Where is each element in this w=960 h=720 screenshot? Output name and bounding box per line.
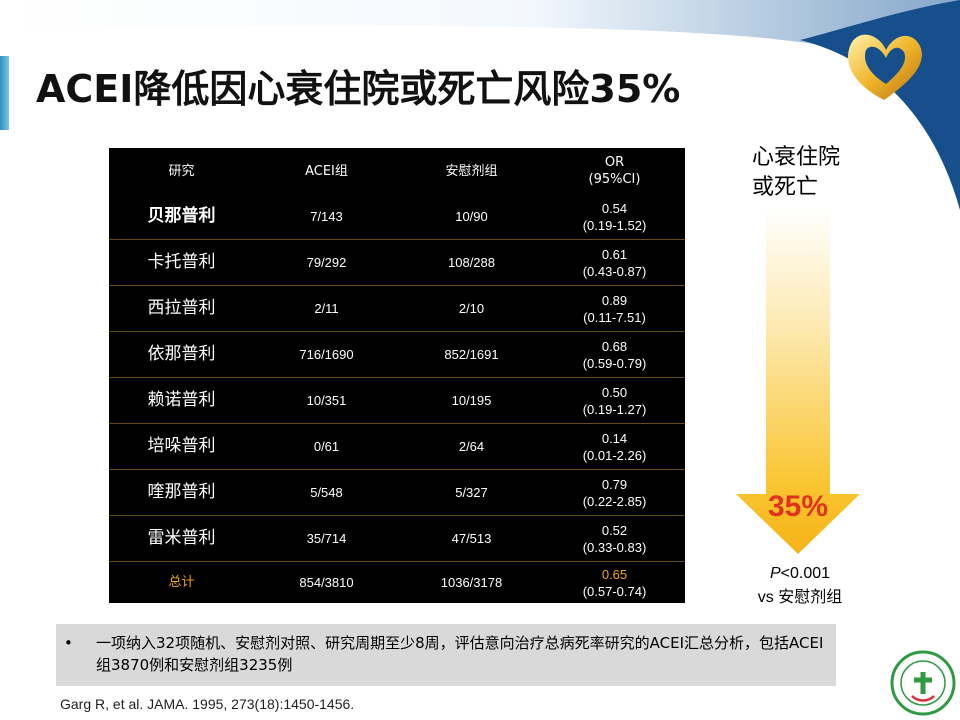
table-row: 卡托普利 79/292 108/288 0.61 (0.43-0.87) <box>109 240 685 285</box>
table-row: 西拉普利 2/11 2/10 0.89 (0.11-7.51) <box>109 286 685 331</box>
row-divider <box>109 331 685 332</box>
ci-value: (0.11-7.51) <box>583 309 646 325</box>
down-arrow-icon <box>736 208 860 554</box>
header-acei: ACEI组 <box>305 163 348 179</box>
reference-citation: Garg R, et al. JAMA. 1995, 273(18):1450-… <box>60 696 355 712</box>
acei-events: 7/143 <box>310 209 343 224</box>
outcome-label-line2: 或死亡 <box>752 175 819 200</box>
acei-events: 2/11 <box>314 301 339 316</box>
study-name: 卡托普利 <box>147 252 216 272</box>
total-label: 总计 <box>168 575 195 590</box>
total-placebo-events: 1036/3178 <box>440 575 503 590</box>
acei-events: 0/61 <box>313 439 340 454</box>
table-row: 培哚普利 0/61 2/64 0.14 (0.01-2.26) <box>109 424 685 469</box>
table-header: 研究 ACEI组 安慰剂组 OR (95%CI) <box>109 148 685 194</box>
acei-events: 35/714 <box>306 531 347 546</box>
or-value: 0.14 <box>601 430 628 446</box>
placebo-events: 5/327 <box>455 485 488 500</box>
bullet-marker: • <box>64 634 73 652</box>
p-threshold: <0.001 <box>780 565 831 582</box>
table-row: 赖诺普利 10/351 10/195 0.50 (0.19-1.27) <box>109 378 685 423</box>
or-value: 0.50 <box>601 384 628 400</box>
ci-value: (0.19-1.52) <box>582 217 647 233</box>
results-table: 研究 ACEI组 安慰剂组 OR (95%CI) 贝那普利 7/143 10/9… <box>109 148 685 603</box>
row-divider <box>109 285 685 286</box>
or-value: 0.61 <box>601 246 628 262</box>
odds-ratio: 0.61 (0.43-0.87) <box>544 246 685 280</box>
placebo-events: 108/288 <box>448 255 495 270</box>
or-value: 0.79 <box>601 476 628 492</box>
placebo-events: 852/1691 <box>444 347 499 362</box>
table-row: 喹那普利 5/548 5/327 0.79 (0.22-2.85) <box>109 470 685 515</box>
or-value: 0.52 <box>601 522 628 538</box>
row-divider <box>109 561 685 562</box>
outcome-label-line1: 心衰住院 <box>752 145 841 170</box>
study-name: 培哚普利 <box>147 436 216 456</box>
page-title: ACEI降低因心衰住院或死亡风险35% <box>36 67 681 111</box>
odds-ratio: 0.52 (0.33-0.83) <box>544 522 685 556</box>
ci-value: (0.59-0.79) <box>582 355 647 371</box>
placebo-events: 2/64 <box>458 439 485 454</box>
outcome-label: 心衰住院 或死亡 <box>752 143 872 203</box>
placebo-events: 10/195 <box>451 393 492 408</box>
table-row: 贝那普利 7/143 10/90 0.54 (0.19-1.52) <box>109 194 685 239</box>
header-study: 研究 <box>168 163 195 179</box>
total-odds-ratio: 0.65 (0.57-0.74) <box>544 566 685 600</box>
ci-value: (0.43-0.87) <box>582 263 647 279</box>
total-ci-value: (0.57-0.74) <box>582 583 647 599</box>
p-value: P<0.001 vs 安慰剂组 <box>740 562 860 610</box>
odds-ratio: 0.50 (0.19-1.27) <box>544 384 685 418</box>
or-value: 0.54 <box>601 200 628 216</box>
or-value: 0.68 <box>601 338 628 354</box>
odds-ratio: 0.14 (0.01-2.26) <box>544 430 685 464</box>
row-divider <box>109 377 685 378</box>
ci-value: (0.19-1.27) <box>582 401 647 417</box>
header-or-label: OR <box>604 155 625 170</box>
ci-value: (0.01-2.26) <box>582 447 647 463</box>
summary-text: 一项纳入32项随机、安慰剂对照、研究周期至少8周，评估意向治疗总病死率研究的AC… <box>96 634 824 674</box>
header-or: OR (95%CI) <box>544 154 685 188</box>
p-value-line: P<0.001 <box>740 562 860 586</box>
logo-icon <box>847 34 922 100</box>
study-name: 依那普利 <box>147 344 216 364</box>
placebo-events: 2/10 <box>458 301 485 316</box>
odds-ratio: 0.68 (0.59-0.79) <box>544 338 685 372</box>
odds-ratio: 0.89 (0.11-7.51) <box>544 292 685 326</box>
study-name: 赖诺普利 <box>147 390 216 410</box>
placebo-events: 47/513 <box>451 531 492 546</box>
table-row: 雷米普利 35/714 47/513 0.52 (0.33-0.83) <box>109 516 685 561</box>
acei-events: 10/351 <box>306 393 347 408</box>
placebo-events: 10/90 <box>455 209 488 224</box>
row-divider <box>109 515 685 516</box>
study-name: 喹那普利 <box>147 482 216 502</box>
table-total-row: 总计 854/3810 1036/3178 0.65 (0.57-0.74) <box>109 562 685 603</box>
comparison-label: vs 安慰剂组 <box>757 589 843 606</box>
risk-reduction-percent: 35% <box>767 490 829 523</box>
ci-value: (0.33-0.83) <box>582 539 647 555</box>
acei-events: 716/1690 <box>299 347 354 362</box>
study-name: 雷米普利 <box>147 528 216 548</box>
row-divider <box>109 423 685 424</box>
summary-note: • 一项纳入32项随机、安慰剂对照、研究周期至少8周，评估意向治疗总病死率研究的… <box>56 624 836 686</box>
study-name: 贝那普利 <box>147 206 216 226</box>
hospital-seal-icon <box>890 650 956 716</box>
odds-ratio: 0.54 (0.19-1.52) <box>544 200 685 234</box>
ci-value: (0.22-2.85) <box>582 493 647 509</box>
p-symbol: P <box>769 565 781 582</box>
acei-events: 79/292 <box>306 255 347 270</box>
study-name: 西拉普利 <box>147 298 216 318</box>
total-or-value: 0.65 <box>601 566 628 582</box>
or-value: 0.89 <box>601 292 628 308</box>
acei-events: 5/548 <box>310 485 343 500</box>
row-divider <box>109 469 685 470</box>
header-ci-label: (95%CI) <box>588 172 641 187</box>
header-placebo: 安慰剂组 <box>445 163 498 179</box>
table-row: 依那普利 716/1690 852/1691 0.68 (0.59-0.79) <box>109 332 685 377</box>
total-acei-events: 854/3810 <box>299 575 354 590</box>
odds-ratio: 0.79 (0.22-2.85) <box>544 476 685 510</box>
row-divider <box>109 239 685 240</box>
